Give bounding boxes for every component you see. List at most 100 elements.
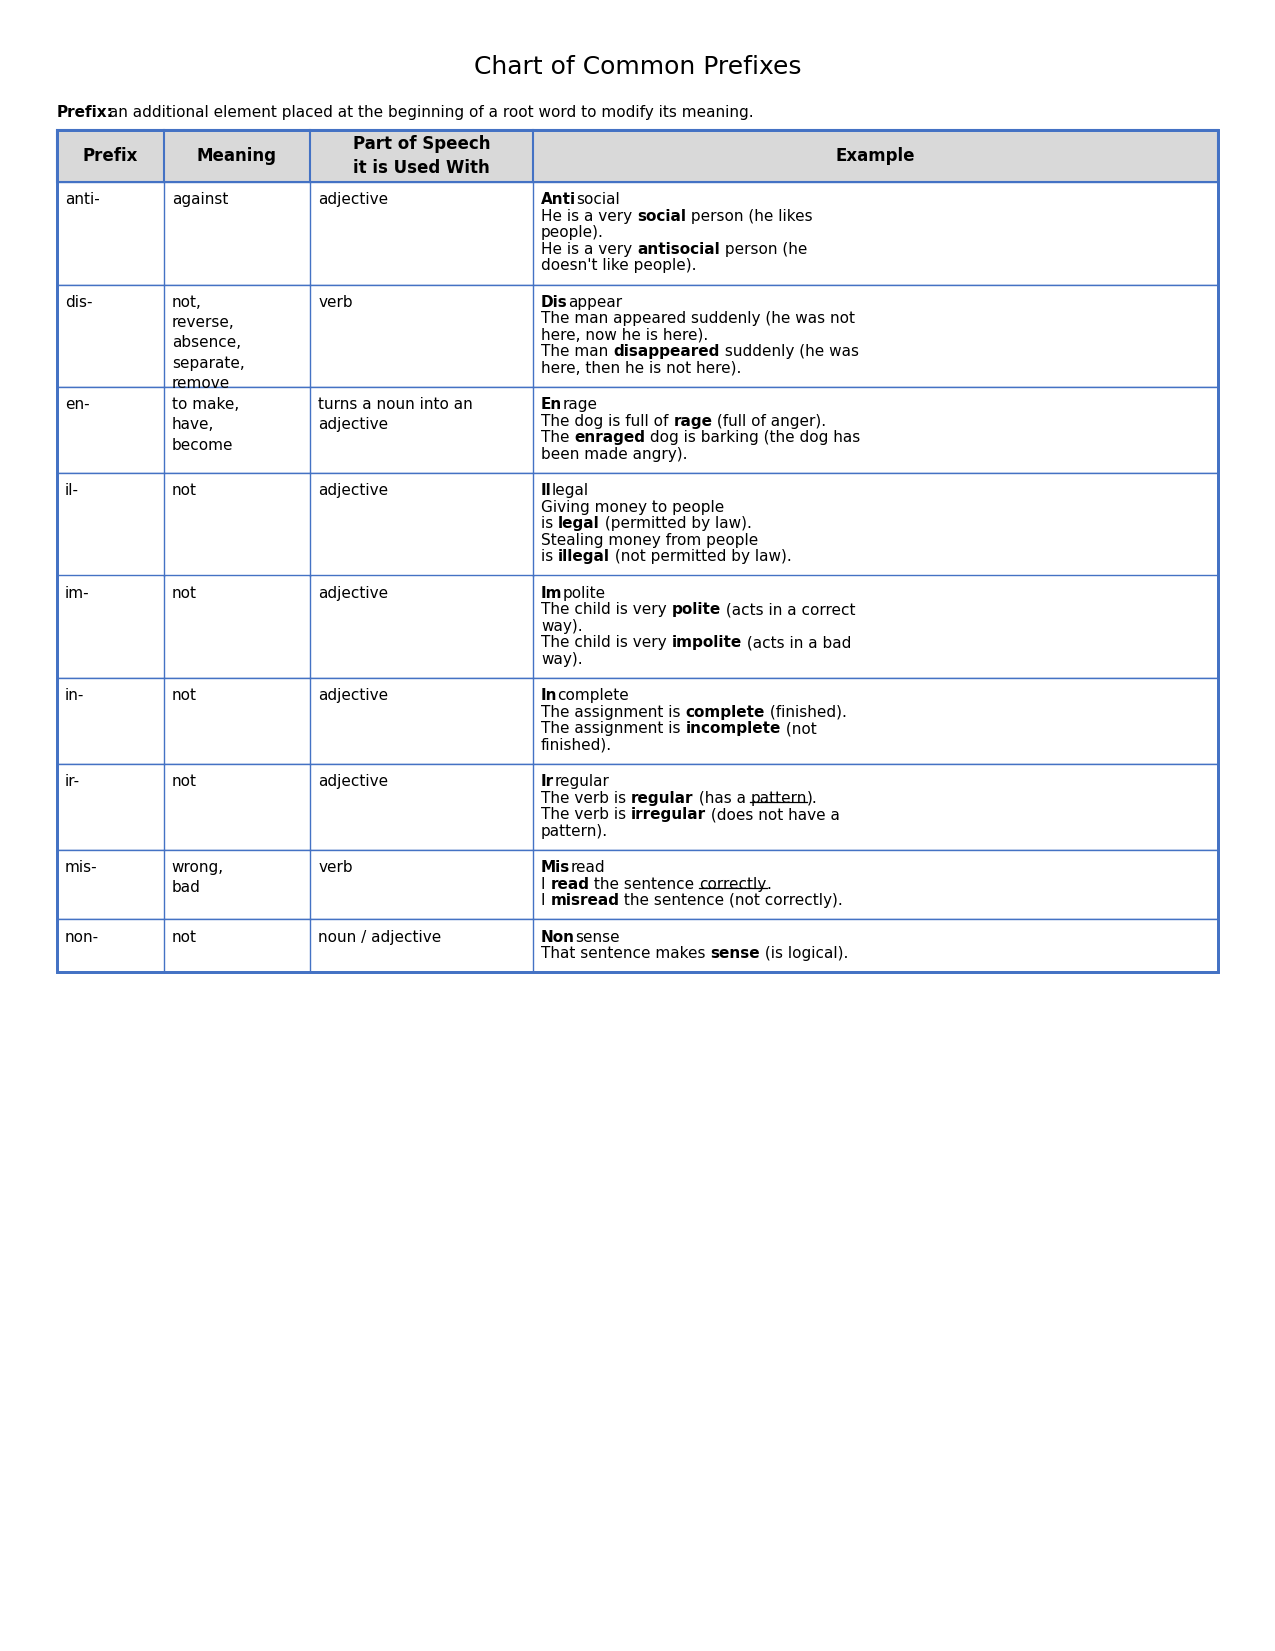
Text: The: The: [541, 429, 574, 446]
Text: not: not: [172, 930, 196, 944]
Text: Mis: Mis: [541, 860, 570, 875]
Text: ).: ).: [807, 791, 817, 806]
Text: (finished).: (finished).: [765, 705, 847, 720]
Text: legal: legal: [552, 484, 589, 499]
Bar: [57, 850, 1218, 920]
Text: (not permitted by law).: (not permitted by law).: [611, 550, 792, 565]
Bar: [57, 386, 1218, 472]
Bar: [57, 130, 1218, 972]
Text: not: not: [172, 688, 196, 703]
Text: anti-: anti-: [65, 192, 99, 206]
Bar: [57, 764, 1218, 850]
Text: Non: Non: [541, 930, 575, 944]
Text: been made angry).: been made angry).: [541, 446, 687, 462]
Text: turns a noun into an
adjective: turns a noun into an adjective: [317, 396, 473, 433]
Text: suddenly (he was: suddenly (he was: [719, 343, 858, 358]
Text: against: against: [172, 192, 228, 206]
Text: Stealing money from people: Stealing money from people: [541, 533, 759, 548]
Text: is: is: [541, 550, 558, 565]
Text: (has a: (has a: [694, 791, 751, 806]
Text: mis-: mis-: [65, 860, 98, 875]
Bar: [57, 182, 1218, 284]
Text: rage: rage: [673, 413, 713, 429]
Text: sense: sense: [710, 946, 760, 961]
Text: In: In: [541, 688, 557, 703]
Text: polite: polite: [672, 603, 720, 617]
Text: legal: legal: [558, 517, 599, 532]
Text: adjective: adjective: [317, 192, 388, 206]
Text: non-: non-: [65, 930, 99, 944]
Text: not: not: [172, 484, 196, 499]
Text: regular: regular: [631, 791, 694, 806]
Text: The assignment is: The assignment is: [541, 721, 686, 736]
Text: misread: misread: [551, 893, 620, 908]
Text: The verb is: The verb is: [541, 807, 631, 822]
Text: social: social: [638, 208, 686, 223]
Text: read: read: [570, 860, 604, 875]
Text: is: is: [541, 517, 558, 532]
Text: people).: people).: [541, 225, 604, 239]
Text: adjective: adjective: [317, 688, 388, 703]
Text: not,
reverse,
absence,
separate,
remove: not, reverse, absence, separate, remove: [172, 294, 245, 391]
Text: He is a very: He is a very: [541, 241, 638, 256]
Text: Prefix: Prefix: [83, 147, 138, 165]
Text: way).: way).: [541, 652, 583, 667]
Bar: [57, 284, 1218, 386]
Text: I: I: [541, 893, 551, 908]
Text: here, then he is not here).: here, then he is not here).: [541, 360, 741, 375]
Text: .: .: [766, 877, 771, 892]
Text: Il: Il: [541, 484, 552, 499]
Text: way).: way).: [541, 619, 583, 634]
Text: That sentence makes: That sentence makes: [541, 946, 710, 961]
Text: I: I: [541, 877, 551, 892]
Text: pattern).: pattern).: [541, 824, 608, 839]
Text: disappeared: disappeared: [613, 343, 719, 358]
Text: Chart of Common Prefixes: Chart of Common Prefixes: [474, 54, 801, 79]
Bar: [57, 576, 1218, 679]
Text: The dog is full of: The dog is full of: [541, 413, 673, 429]
Text: il-: il-: [65, 484, 79, 499]
Text: (is logical).: (is logical).: [760, 946, 848, 961]
Text: im-: im-: [65, 586, 89, 601]
Text: dis-: dis-: [65, 294, 93, 309]
Text: the sentence (not correctly).: the sentence (not correctly).: [620, 893, 843, 908]
Text: Part of Speech
it is Used With: Part of Speech it is Used With: [353, 135, 491, 177]
Text: in-: in-: [65, 688, 84, 703]
Text: incomplete: incomplete: [686, 721, 780, 736]
Text: Example: Example: [835, 147, 915, 165]
Text: impolite: impolite: [672, 636, 742, 650]
Text: an additional element placed at the beginning of a root word to modify its meani: an additional element placed at the begi…: [105, 106, 754, 121]
Text: Im: Im: [541, 586, 562, 601]
Text: wrong,
bad: wrong, bad: [172, 860, 224, 895]
Text: adjective: adjective: [317, 586, 388, 601]
Text: pattern: pattern: [751, 791, 807, 806]
Text: dog is barking (the dog has: dog is barking (the dog has: [645, 429, 861, 446]
Text: to make,
have,
become: to make, have, become: [172, 396, 238, 452]
Text: read: read: [551, 877, 589, 892]
Text: adjective: adjective: [317, 484, 388, 499]
Text: The child is very: The child is very: [541, 603, 672, 617]
Text: complete: complete: [686, 705, 765, 720]
Text: The man: The man: [541, 343, 613, 358]
Text: complete: complete: [557, 688, 630, 703]
Text: The assignment is: The assignment is: [541, 705, 686, 720]
Text: finished).: finished).: [541, 738, 612, 753]
Text: Prefix:: Prefix:: [57, 106, 113, 121]
Text: Dis: Dis: [541, 294, 567, 309]
Text: Anti: Anti: [541, 192, 576, 206]
Text: correctly: correctly: [700, 877, 766, 892]
Text: irregular: irregular: [631, 807, 706, 822]
Text: antisocial: antisocial: [638, 241, 720, 256]
Text: not: not: [172, 774, 196, 789]
Text: The verb is: The verb is: [541, 791, 631, 806]
Text: en-: en-: [65, 396, 89, 413]
Text: (does not have a: (does not have a: [706, 807, 840, 822]
Text: person (he: person (he: [720, 241, 807, 256]
Text: verb: verb: [317, 860, 353, 875]
Text: (full of anger).: (full of anger).: [713, 413, 826, 429]
Text: Ir: Ir: [541, 774, 555, 789]
Text: social: social: [576, 192, 620, 206]
Text: doesn't like people).: doesn't like people).: [541, 258, 696, 272]
Bar: [57, 130, 1218, 972]
Text: enraged: enraged: [574, 429, 645, 446]
